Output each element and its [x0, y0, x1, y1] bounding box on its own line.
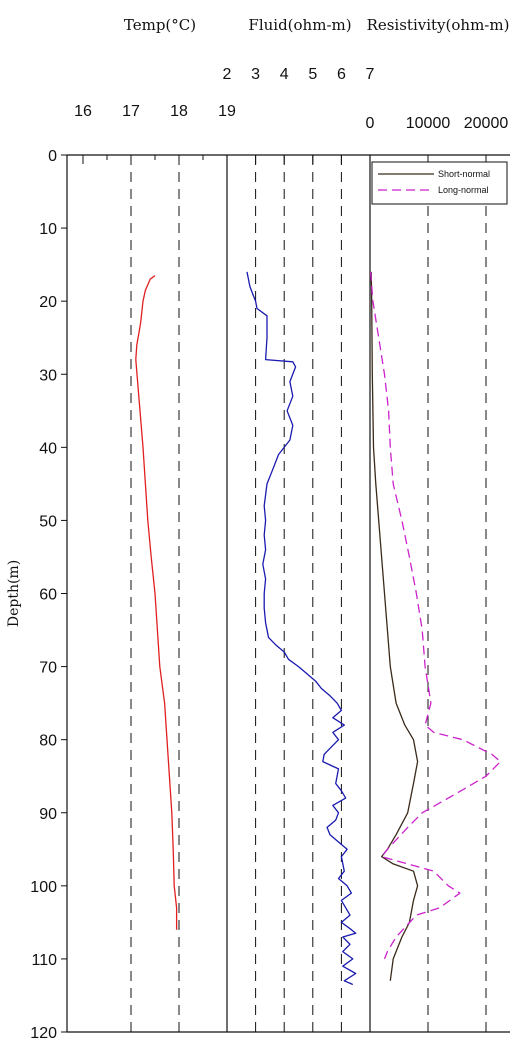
- x-tick-label: 6: [337, 66, 346, 83]
- frame-layer: [61, 154, 510, 1033]
- x-tick-label: 20000: [464, 115, 509, 132]
- y-tick-label: 10: [39, 221, 57, 238]
- track-title: Resistivity(ohm-m): [367, 16, 510, 34]
- legend-box: [371, 161, 508, 205]
- y-tick-label: 110: [31, 952, 57, 969]
- x-tick-label: 18: [170, 103, 188, 120]
- legend-label: Short-normal: [438, 169, 490, 179]
- x-tick-label: 2: [223, 66, 232, 83]
- y-tick-label: 80: [39, 733, 57, 750]
- text-layer: 0102030405060708090100110120Depth(m)Temp…: [6, 16, 509, 1041]
- x-tick-label: 5: [308, 66, 317, 83]
- y-tick-label: 40: [39, 440, 57, 457]
- legend: Short-normal Long-normal: [371, 161, 508, 205]
- x-tick-label: 7: [366, 66, 375, 83]
- y-tick-label: 70: [39, 660, 57, 677]
- y-tick-label: 0: [48, 148, 57, 165]
- x-tick-label: 16: [74, 103, 92, 120]
- x-tick-label: 0: [366, 115, 375, 132]
- track-title: Temp(°C): [124, 16, 196, 34]
- y-tick-label: 100: [30, 879, 57, 896]
- x-tick-label: 3: [251, 66, 260, 83]
- y-tick-label: 30: [39, 367, 57, 384]
- legend-label: Long-normal: [438, 185, 489, 195]
- y-tick-label: 20: [39, 294, 57, 311]
- y-axis-label: Depth(m): [6, 560, 22, 627]
- y-tick-label: 50: [39, 513, 57, 530]
- x-tick-label: 19: [218, 103, 236, 120]
- series-line: [369, 271, 502, 960]
- y-tick-label: 60: [39, 587, 57, 604]
- series-line: [370, 271, 419, 981]
- y-tick-label: 90: [39, 806, 57, 823]
- x-tick-label: 4: [280, 66, 289, 83]
- series-line: [246, 271, 357, 986]
- series-layer: [135, 271, 502, 986]
- track-title: Fluid(ohm-m): [248, 16, 351, 34]
- series-line: [135, 275, 178, 930]
- x-tick-label: 17: [122, 103, 140, 120]
- grid-layer: [130, 155, 487, 1032]
- y-tick-label: 120: [30, 1025, 57, 1041]
- x-tick-label: 10000: [406, 115, 451, 132]
